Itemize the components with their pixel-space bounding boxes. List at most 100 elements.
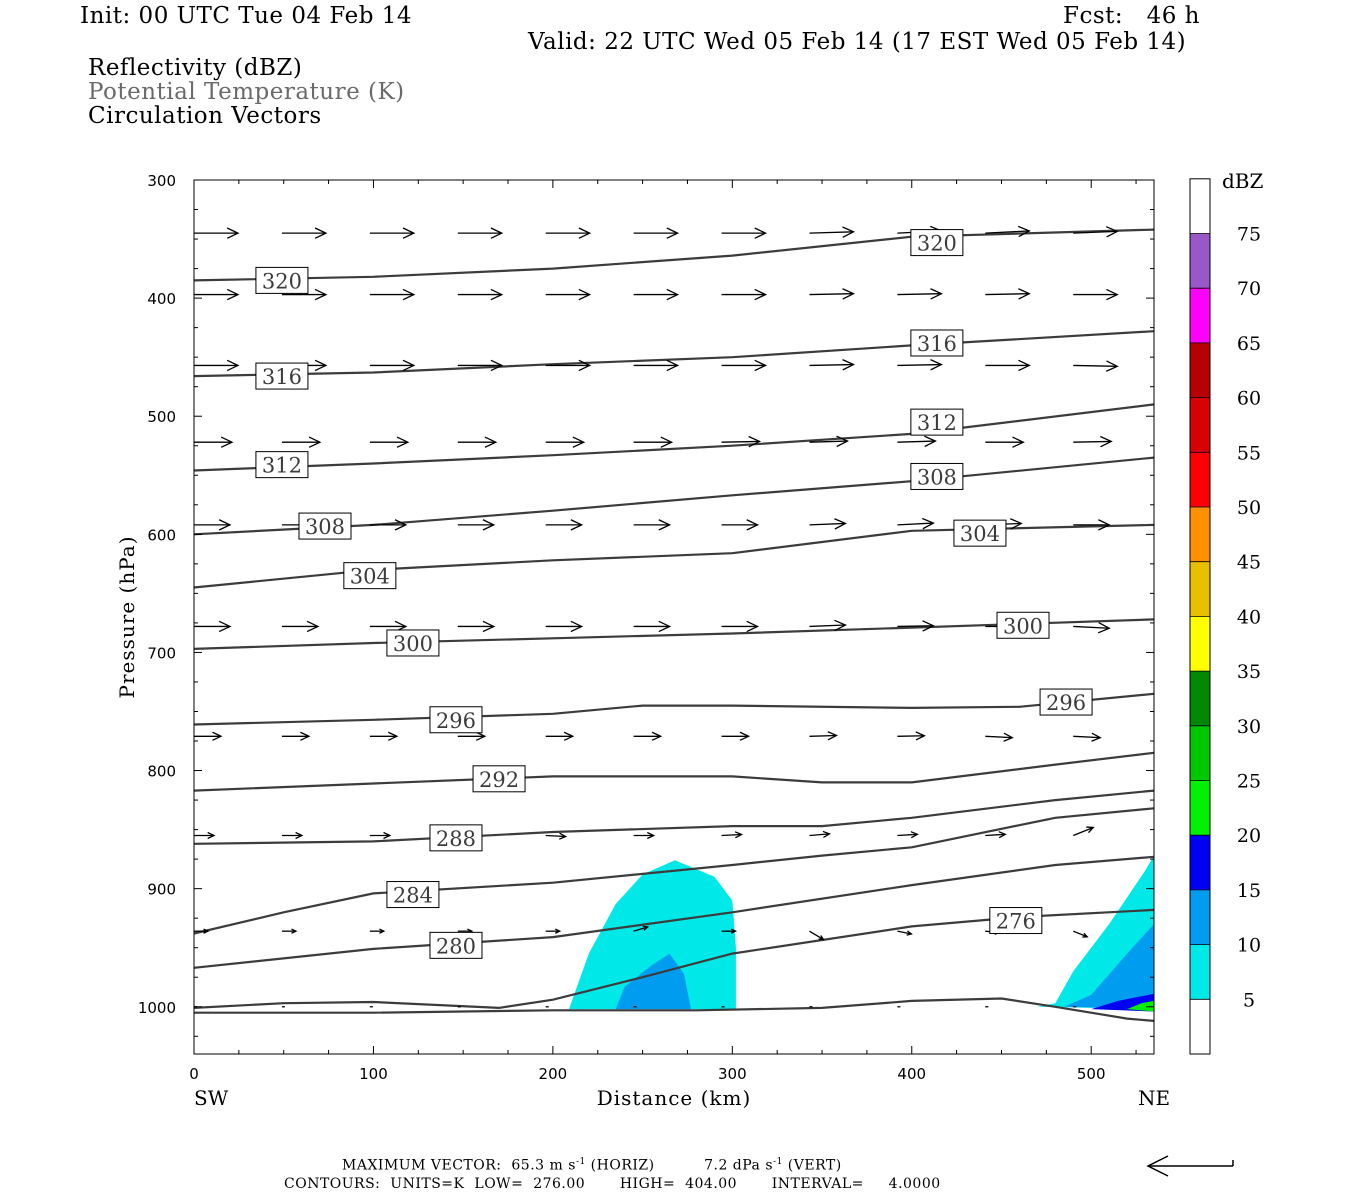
vector-head: [1098, 519, 1111, 531]
circulation-vector: [545, 731, 575, 741]
vector-head: [1018, 288, 1031, 300]
vector-head: [910, 831, 919, 839]
vector-shaft: [809, 440, 848, 443]
vector-head: [306, 620, 320, 633]
vector-head: [402, 359, 416, 372]
circulation-vector: [633, 831, 656, 840]
field-potential-temperature: Potential Temperature (K): [88, 79, 405, 105]
vector-head: [226, 288, 240, 301]
circulation-vector: [369, 359, 416, 372]
contour-label-box: [255, 451, 309, 479]
vector-shaft: [809, 363, 854, 367]
x-tick-label: 300: [718, 1065, 747, 1083]
vector-head: [484, 436, 498, 448]
horiz-unit-exponent: -1: [575, 1157, 586, 1167]
vector-head: [218, 519, 232, 531]
contour-label-box: [989, 907, 1043, 935]
contour-label-box: [472, 765, 526, 793]
circulation-vector: [985, 359, 1031, 372]
reflectivity-fill-layer: [569, 855, 1154, 1012]
circulation-vector: [809, 930, 825, 941]
circulation-vector-layer: [194, 225, 1119, 1008]
vector-head: [754, 359, 768, 372]
vector-head: [842, 288, 855, 300]
vector-head: [570, 519, 584, 531]
vector-head: [666, 288, 680, 301]
vector-head: [922, 620, 935, 632]
vert-max-value: 7.2 dPa s: [704, 1157, 774, 1174]
colorbar-label-35: 35: [1237, 661, 1261, 683]
vector-shaft: [809, 293, 854, 296]
vector-shaft: [897, 293, 942, 296]
vector-head: [658, 620, 672, 633]
circulation-vector: [721, 731, 751, 741]
max-vector-label: MAXIMUM VECTOR:: [342, 1157, 502, 1174]
vector-shaft: [897, 522, 934, 526]
circulation-vector: [1073, 732, 1102, 742]
circulation-vector: [985, 732, 1014, 742]
x-tick-label: 0: [189, 1065, 199, 1083]
vector-shaft: [1073, 826, 1094, 837]
circulation-vector: [545, 928, 562, 934]
vector-head: [730, 928, 738, 934]
colorbar-label-55: 55: [1237, 442, 1261, 464]
vector-head: [842, 359, 855, 371]
circulation-vector: [194, 731, 223, 741]
contour-label-312: 312: [917, 411, 957, 435]
circulation-vector: [1073, 622, 1111, 634]
x-tick-label: 500: [1077, 1065, 1106, 1083]
contours-caption: CONTOURS: UNITS=K LOW= 276.00 HIGH= 404.…: [284, 1176, 941, 1192]
theta-contour-312: [193, 403, 1155, 472]
circulation-vector: [281, 436, 322, 448]
circulation-vector: [369, 288, 416, 301]
contour-label-box: [429, 824, 483, 852]
vector-head: [218, 620, 232, 633]
vector-shaft: [1073, 625, 1110, 629]
circulation-vector: [369, 436, 410, 448]
axes-layer: 300 400 500 600 700 800 900 1000 0 100 200 300 400 50…: [138, 172, 1154, 1083]
circulation-vector: [369, 928, 386, 934]
contour-label-box: [298, 512, 352, 540]
vector-shaft: [809, 231, 854, 234]
vector-head: [291, 928, 298, 934]
vector-head: [396, 436, 410, 448]
vector-head: [490, 288, 504, 301]
y-tick-label: 1000: [138, 999, 176, 1017]
vector-head: [220, 436, 234, 448]
x-tick-label: 200: [539, 1065, 568, 1083]
vector-shaft: [1073, 440, 1112, 443]
circulation-vector: [1073, 360, 1119, 372]
circulation-vector: [457, 227, 504, 239]
field-circulation-vectors: Circulation Vectors: [88, 103, 322, 129]
circulation-vector: [897, 359, 943, 371]
vector-shaft: [897, 363, 942, 367]
contour-label-box: [1039, 688, 1093, 716]
vector-head: [388, 731, 399, 741]
colorbar-swatch-45: [1190, 507, 1210, 562]
circulation-vector: [1073, 826, 1095, 837]
vector-head: [1106, 360, 1119, 372]
circulation-vector: [985, 288, 1031, 300]
contour-label-box: [910, 462, 964, 490]
vector-head: [1017, 225, 1031, 238]
colorbar: 5 10 15 20 25 30 35 40 45 50 55 60 65 70 75: [1189, 178, 1261, 1055]
vector-head: [834, 619, 847, 632]
vector-head: [1106, 288, 1119, 301]
vector-head: [1018, 359, 1031, 372]
sw-end-label: SW: [194, 1086, 229, 1110]
theta-contour-300: [193, 618, 1155, 650]
vector-head: [1105, 226, 1119, 238]
vector-shaft: [809, 833, 830, 837]
vector-shaft: [985, 293, 1030, 296]
circulation-vector: [897, 517, 935, 530]
vector-head: [490, 359, 504, 372]
vector-head: [314, 227, 328, 239]
colorbar-swatch-10: [1190, 889, 1210, 945]
vector-head: [295, 831, 304, 840]
vector-head: [822, 830, 831, 838]
colorbar-label-10: 10: [1237, 935, 1261, 957]
circulation-vector: [457, 288, 504, 301]
vector-head: [572, 436, 586, 448]
contour-label-304: 304: [350, 565, 390, 589]
